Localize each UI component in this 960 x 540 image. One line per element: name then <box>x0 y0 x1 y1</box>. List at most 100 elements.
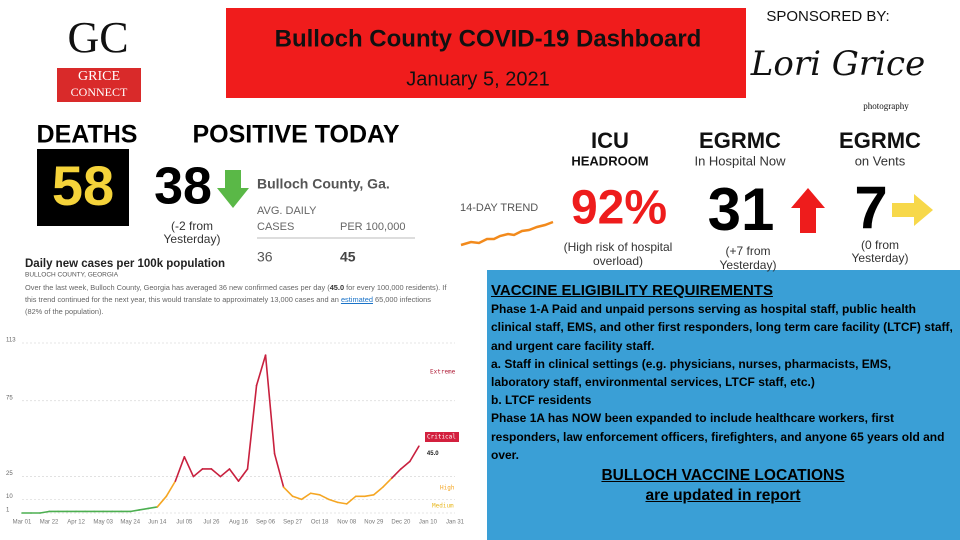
line-segment <box>129 509 141 513</box>
x-tick-label: May 24 <box>120 520 140 526</box>
x-tick-label: Sep 27 <box>283 520 303 526</box>
vaccine-footer-line: BULLOCH VACCINE LOCATIONS <box>601 467 845 484</box>
line-segment <box>228 468 240 482</box>
deaths-label: DEATHS <box>37 121 138 149</box>
x-tick-label: Mar 01 <box>13 520 32 526</box>
deaths-box <box>37 149 129 226</box>
description-highlight: 45.0 <box>329 283 345 292</box>
line-segment <box>391 468 402 479</box>
line-segment <box>300 492 312 501</box>
line-segment <box>345 495 357 505</box>
chart-subtitle: BULLOCH COUNTY, GEORGIA <box>25 272 119 279</box>
plot-area: 1 10 25 75 113 Mar 01 Mar 22 Apr 12 May 03 May 24… <box>6 338 465 526</box>
line-segment <box>264 354 276 455</box>
value-label: 45.0 <box>427 451 439 457</box>
line-segment <box>336 501 348 505</box>
vents-value: 7 <box>854 174 887 241</box>
line-segment <box>282 486 294 498</box>
icu-label: ICU <box>591 128 629 153</box>
line-segment <box>373 486 384 496</box>
county-col1: AVG. DAILY <box>257 205 317 217</box>
line-segment <box>409 445 420 463</box>
hospital-note: Yesterday) <box>720 258 777 272</box>
line-segment <box>156 495 168 508</box>
line-segment <box>400 460 411 470</box>
logo-line: GRICE <box>78 69 120 84</box>
x-tick-label: Oct 18 <box>311 520 329 526</box>
x-tick-label: Apr 12 <box>67 520 85 526</box>
chart-title: Daily new cases per 100k population <box>25 258 225 270</box>
county-col2: PER 100,000 <box>340 221 405 233</box>
logo-line: CONNECT <box>71 85 128 99</box>
sponsor-label: SPONSORED BY: <box>766 8 889 25</box>
description-text: Over the last week, Bulloch County, Geor… <box>25 283 330 292</box>
x-tick-label: Jul 26 <box>203 520 220 526</box>
county-name: Bulloch County, Ga. <box>257 176 390 192</box>
band-label: Critical <box>427 434 456 441</box>
band-label: Extreme <box>430 369 456 376</box>
vents-sub: on Vents <box>855 153 906 168</box>
line-segment <box>327 498 339 504</box>
x-tick-label: Jun 14 <box>148 520 167 526</box>
icu-note: overload) <box>593 254 643 268</box>
vents-note: Yesterday) <box>852 251 909 265</box>
sponsor-name: Lori Grice <box>750 44 925 84</box>
vaccine-footer: BULLOCH VACCINE LOCATIONS are updated in … <box>560 466 886 506</box>
vaccine-footer-line: are updated in report <box>645 487 801 504</box>
line-segment <box>309 492 321 496</box>
x-tick-label: Jan 10 <box>419 520 438 526</box>
vents-note: (0 from <box>861 238 899 252</box>
x-tick-label: Nov 29 <box>364 520 384 526</box>
positive-value: 38 <box>154 158 212 216</box>
line-segment <box>273 453 285 488</box>
vaccine-panel <box>487 270 960 540</box>
x-tick-label: Jan 31 <box>446 520 465 526</box>
annotation-box <box>425 432 459 442</box>
description-text: 65,000 infections (82% of the population… <box>25 295 431 316</box>
header-box <box>226 8 746 98</box>
line-segment <box>192 468 204 478</box>
icu-note: (High risk of hospital <box>564 240 673 254</box>
x-tick-label: Jul 05 <box>176 520 193 526</box>
line-segment <box>237 468 249 482</box>
line-segment <box>174 456 186 482</box>
line-segment <box>246 384 258 470</box>
band-label: High <box>440 485 455 492</box>
down-arrow <box>217 170 249 208</box>
y-tick-label: 25 <box>6 471 13 477</box>
trend-sparkline <box>460 220 554 247</box>
chart-description: Over the last week, Bulloch County, Geor… <box>25 282 450 318</box>
y-tick-label: 75 <box>6 395 13 401</box>
vaccine-paragraph: b. LTCF residents <box>491 393 592 408</box>
y-tick-label: 1 <box>6 508 10 514</box>
y-tick-label: 10 <box>6 494 13 500</box>
line-segment <box>382 477 393 488</box>
vaccine-paragraph: Phase 1A has NOW been expanded to includ… <box>491 411 945 462</box>
county-value: 45 <box>340 249 356 265</box>
deaths-value: 58 <box>52 154 114 217</box>
header-title: Bulloch County COVID-19 Dashboard <box>275 25 702 52</box>
vaccine-text: VACCINE ELIGIBILITY REQUIREMENTS Phase 1-… <box>491 282 953 464</box>
line-segment <box>183 456 195 478</box>
hospital-label: EGRMC <box>699 128 781 153</box>
sponsor-tagline: photography <box>863 101 909 111</box>
line-segment <box>363 493 375 498</box>
up-arrow <box>791 188 825 233</box>
x-tick-label: Aug 16 <box>229 520 249 526</box>
line-segment <box>255 354 267 387</box>
description-link[interactable]: estimated <box>340 295 373 304</box>
logo-box <box>57 68 141 102</box>
vaccine-heading: VACCINE ELIGIBILITY REQUIREMENTS <box>491 282 773 299</box>
vents-label: EGRMC <box>839 128 921 153</box>
line-segment <box>165 480 177 498</box>
vaccine-paragraph: a. Staff in clinical settings (e.g. phys… <box>491 356 892 390</box>
line-segment <box>219 468 231 478</box>
x-tick-label: May 03 <box>93 520 113 526</box>
positive-change: Yesterday) <box>164 232 221 246</box>
icu-sub: HEADROOM <box>571 153 648 168</box>
positive-change: (-2 from <box>171 219 213 233</box>
line-segment <box>138 507 150 511</box>
right-arrow <box>892 194 933 226</box>
